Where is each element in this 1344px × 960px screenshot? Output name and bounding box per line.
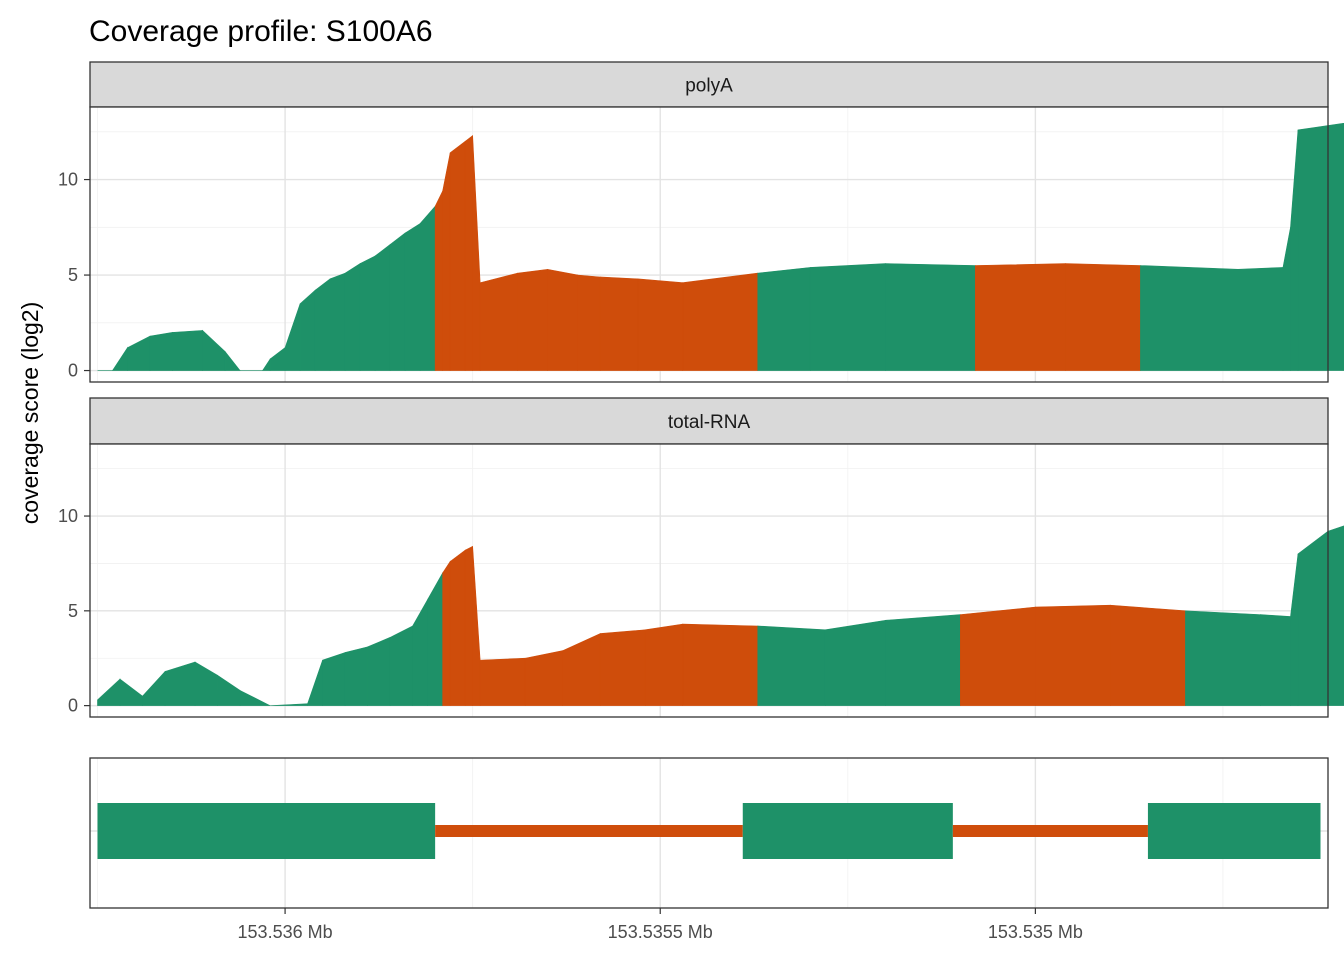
coverage-bar-intron [548, 269, 578, 370]
coverage-bar-intron [450, 550, 465, 705]
coverage-bar-intron [960, 607, 1035, 706]
coverage-bar-exon [1298, 531, 1328, 705]
y-tick-label: 5 [68, 265, 78, 285]
coverage-bar-exon [150, 332, 173, 370]
y-tick-label: 10 [58, 506, 78, 526]
y-tick-label: 0 [68, 696, 78, 716]
y-axis-label: coverage score (log2) [17, 302, 43, 524]
exon-block [743, 803, 953, 859]
coverage-bar-intron [518, 269, 548, 370]
x-tick-label: 153.536 Mb [238, 922, 333, 942]
coverage-bar-exon [1238, 267, 1283, 370]
coverage-bar-exon [885, 264, 975, 371]
coverage-bar-exon [390, 626, 413, 706]
coverage-bar-exon [825, 620, 885, 705]
coverage-bar-intron [465, 546, 473, 705]
coverage-bar-exon [368, 637, 391, 705]
coverage-bar-exon [360, 256, 375, 371]
coverage-bar-intron [480, 273, 518, 370]
facet-total-rna: total-RNA 0 5 10 [58, 398, 1344, 717]
x-tick-label: 153.5355 Mb [608, 922, 713, 942]
facet-strip-label: polyA [685, 76, 733, 97]
intron-line [953, 825, 1148, 837]
coverage-bar-exon [375, 245, 390, 371]
coverage-bar-intron [638, 279, 683, 371]
facet-strip-label: total-RNA [668, 412, 751, 433]
coverage-bar-exon [885, 615, 960, 706]
coverage-bar-exon [1185, 611, 1260, 706]
coverage-bar-intron [1110, 605, 1185, 705]
coverage-bar-intron [1065, 264, 1140, 371]
y-tick-label: 5 [68, 601, 78, 621]
coverage-bar-intron [683, 624, 758, 706]
coverage-bar-intron [525, 651, 563, 706]
coverage-bar-intron [683, 273, 758, 370]
coverage-bar-exon [1140, 266, 1238, 371]
coverage-bar-intron [450, 141, 465, 370]
coverage-bar-exon [405, 223, 420, 370]
coverage-bar-exon [330, 273, 345, 370]
coverage-bar-intron [975, 264, 1065, 371]
coverage-bar-intron [578, 275, 601, 370]
coverage-bar-exon [758, 626, 826, 706]
coverage-bar-exon [173, 330, 203, 370]
coverage-bar-intron [443, 562, 451, 706]
coverage-bar-intron [600, 630, 645, 706]
coverage-bar-intron [443, 153, 451, 371]
exon-block [1148, 803, 1321, 859]
coverage-bar-exon [420, 206, 435, 370]
coverage-bar-exon [300, 290, 315, 370]
coverage-bar-exon [758, 267, 811, 370]
gene-model-panel: 153.536 Mb 153.5355 Mb 153.535 Mb [90, 758, 1328, 942]
coverage-bar-intron [465, 136, 473, 371]
coverage-bar-intron [435, 191, 443, 371]
coverage-bar-exon [810, 264, 885, 371]
coverage-bar-exon [345, 264, 360, 371]
intron-line [435, 825, 743, 837]
coverage-bar-exon [1260, 615, 1290, 706]
coverage-bar-intron [600, 277, 638, 371]
facet-polya: polyA 0 5 10 [58, 62, 1344, 382]
coverage-bar-exon [315, 279, 330, 371]
coverage-bar-intron [1035, 605, 1110, 705]
y-tick-label: 0 [68, 361, 78, 381]
coverage-bar-intron [480, 658, 525, 705]
exon-block [98, 803, 436, 859]
coverage-bar-exon [323, 653, 346, 706]
coverage-bar-intron [645, 624, 683, 706]
chart-title: Coverage profile: S100A6 [89, 15, 433, 48]
coverage-bar-exon [1298, 122, 1344, 370]
y-tick-label: 10 [58, 170, 78, 190]
coverage-bar-exon [345, 647, 368, 706]
coverage-bar-exon [390, 233, 405, 370]
coverage-bar-exon [1328, 516, 1344, 706]
x-tick-label: 153.535 Mb [988, 922, 1083, 942]
